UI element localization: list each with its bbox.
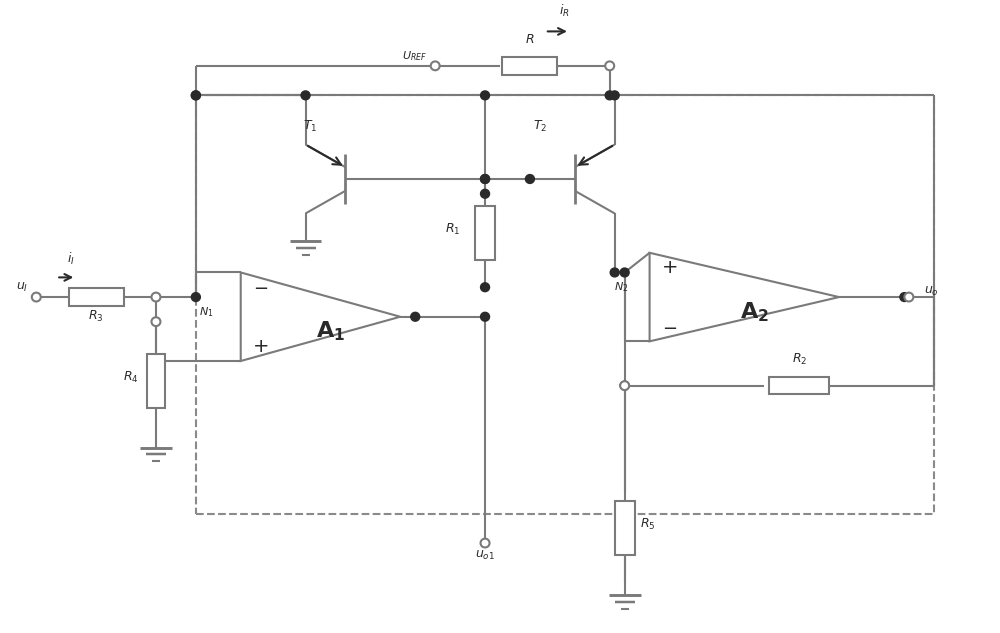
Bar xyxy=(615,501,635,555)
Bar xyxy=(69,288,124,306)
Circle shape xyxy=(431,61,440,70)
Circle shape xyxy=(481,175,490,184)
Circle shape xyxy=(191,91,200,100)
Text: $i_I$: $i_I$ xyxy=(67,251,75,266)
Circle shape xyxy=(620,268,629,277)
Circle shape xyxy=(525,175,534,184)
Text: $u_I$: $u_I$ xyxy=(16,281,28,294)
Bar xyxy=(196,96,934,513)
Circle shape xyxy=(904,292,913,301)
Circle shape xyxy=(481,175,490,184)
Text: $+$: $+$ xyxy=(252,337,269,356)
Circle shape xyxy=(605,91,614,100)
Text: $T_2$: $T_2$ xyxy=(533,119,547,134)
Text: $R_1$: $R_1$ xyxy=(445,222,460,237)
Circle shape xyxy=(620,381,629,390)
Circle shape xyxy=(481,189,490,198)
Text: $N_2$: $N_2$ xyxy=(614,280,629,294)
Circle shape xyxy=(191,91,200,100)
Circle shape xyxy=(481,539,490,548)
Text: $-$: $-$ xyxy=(662,318,677,335)
Circle shape xyxy=(481,312,490,321)
Polygon shape xyxy=(650,253,839,341)
Text: $R_2$: $R_2$ xyxy=(792,352,807,367)
Bar xyxy=(769,377,829,394)
Circle shape xyxy=(900,292,909,301)
Bar xyxy=(475,206,495,260)
Circle shape xyxy=(301,91,310,100)
Text: $u_{o1}$: $u_{o1}$ xyxy=(475,549,495,562)
Text: $R_3$: $R_3$ xyxy=(88,309,104,324)
Text: $u_o$: $u_o$ xyxy=(924,285,939,298)
Text: $U_{REF}$: $U_{REF}$ xyxy=(402,49,427,63)
Text: $+$: $+$ xyxy=(661,258,678,277)
Bar xyxy=(502,57,557,75)
Circle shape xyxy=(610,91,619,100)
Text: $T_1$: $T_1$ xyxy=(303,119,318,134)
Polygon shape xyxy=(241,272,400,361)
Circle shape xyxy=(151,292,160,301)
Text: $\mathbf{A_2}$: $\mathbf{A_2}$ xyxy=(740,300,769,323)
Circle shape xyxy=(411,312,420,321)
Text: $\mathbf{A_1}$: $\mathbf{A_1}$ xyxy=(316,320,345,343)
Text: $i_R$: $i_R$ xyxy=(559,3,570,19)
Circle shape xyxy=(191,292,200,301)
Circle shape xyxy=(481,283,490,292)
Circle shape xyxy=(151,317,160,326)
Text: $N_1$: $N_1$ xyxy=(199,304,213,318)
Circle shape xyxy=(481,91,490,100)
Text: $R$: $R$ xyxy=(525,33,535,46)
Circle shape xyxy=(610,268,619,277)
Circle shape xyxy=(605,61,614,70)
Text: $-$: $-$ xyxy=(253,279,268,296)
Circle shape xyxy=(32,292,41,301)
Text: $R_5$: $R_5$ xyxy=(640,517,655,532)
Text: $R_4$: $R_4$ xyxy=(123,370,139,385)
Circle shape xyxy=(620,381,629,390)
Bar xyxy=(147,354,165,408)
